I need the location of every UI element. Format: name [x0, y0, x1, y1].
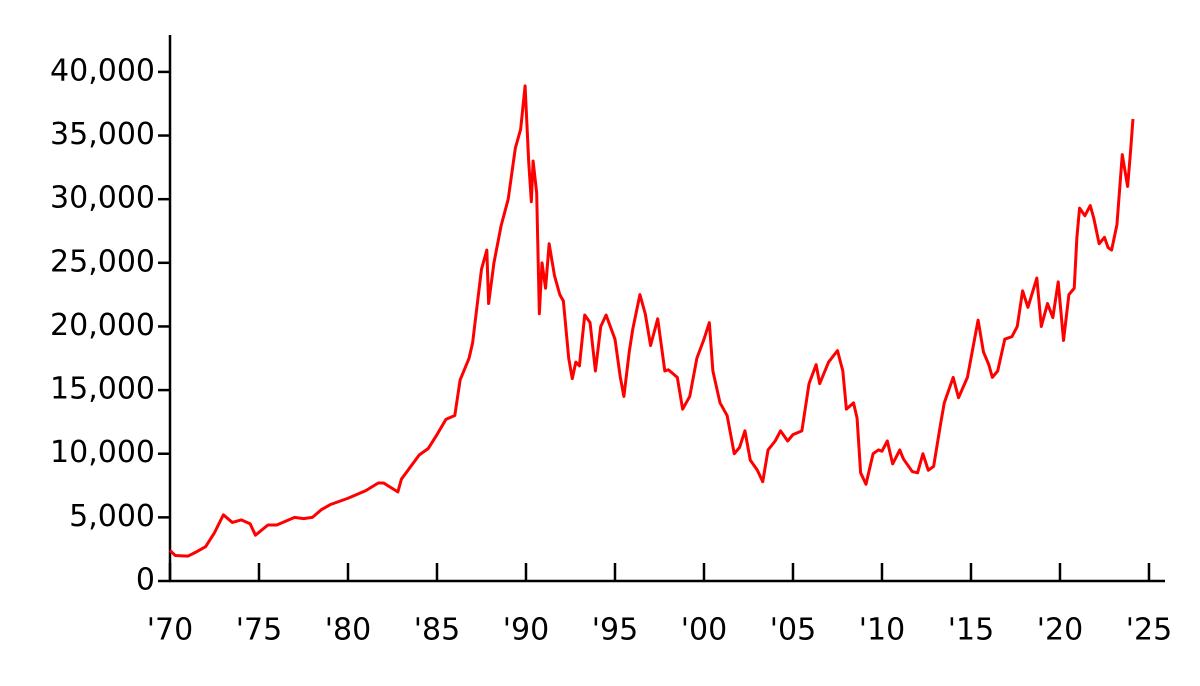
x-tick-label: '00	[681, 613, 727, 648]
x-tick-label: '15	[948, 613, 994, 648]
y-tick-label: 10,000	[50, 435, 155, 470]
x-tick-label: '85	[414, 613, 460, 648]
y-tick-label: 30,000	[50, 181, 155, 216]
y-tick-label: 20,000	[50, 308, 155, 343]
y-tick-label: 40,000	[50, 53, 155, 88]
x-tick-label: '80	[325, 613, 371, 648]
x-tick-label: '70	[147, 613, 193, 648]
y-tick-label: 0	[136, 563, 155, 598]
y-tick-label: 35,000	[50, 117, 155, 152]
line	[168, 84, 1135, 558]
x-tick-label: '90	[503, 613, 549, 648]
x-tick-label: '75	[236, 613, 282, 648]
x-tick-label: '25	[1126, 613, 1172, 648]
y-tick-label: 5,000	[69, 499, 155, 534]
y-tick-label: 25,000	[50, 244, 155, 279]
x-tick-label: '20	[1037, 613, 1083, 648]
x-tick-label: '95	[592, 613, 638, 648]
x-tick-label: '05	[770, 613, 816, 648]
x-tick-label: '10	[859, 613, 905, 648]
y-tick-label: 15,000	[50, 372, 155, 407]
